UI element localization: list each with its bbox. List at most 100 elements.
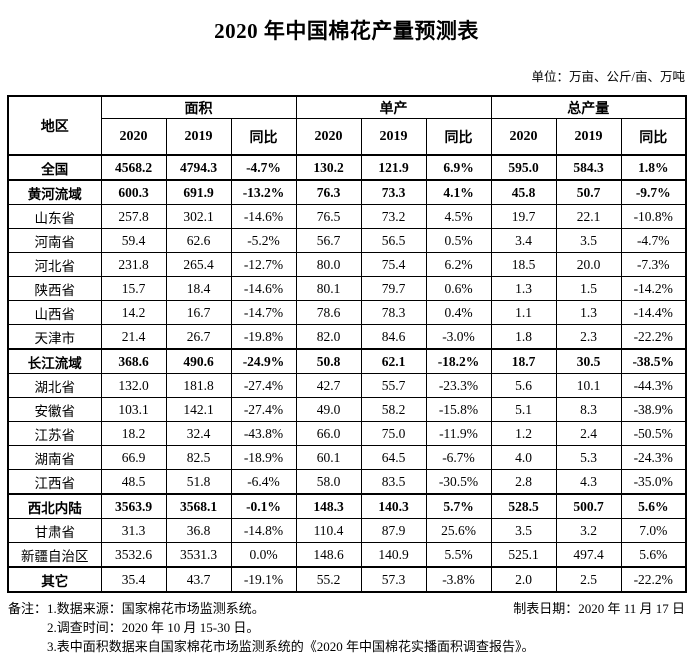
value-cell: 62.1 [360,348,427,374]
region-cell: 湖南省 [7,445,102,470]
value-cell: 79.7 [360,276,427,301]
table-row: 江苏省 18.2 32.4 -43.8% 66.0 75.0 -11.9% 1.2 2.4 -50… [7,421,687,446]
value-cell: 2.0 [490,566,557,593]
header-output-yoy: 同比 [620,118,687,156]
value-cell: 18.5 [490,252,557,277]
value-cell: 5.6 [490,373,557,398]
value-cell: 35.4 [100,566,167,593]
header-output: 总产量 [490,95,687,119]
region-cell: 安徽省 [7,397,102,422]
table-date: 制表日期：2020 年 11 月 17 日 [513,601,685,616]
value-cell: 1.1 [490,300,557,325]
value-cell: 58.2 [360,397,427,422]
value-cell: 8.3 [555,397,622,422]
value-cell: 75.4 [360,252,427,277]
value-cell: 691.9 [165,179,232,205]
value-cell: 130.2 [295,154,362,181]
value-cell: 18.2 [100,421,167,446]
value-cell: 368.6 [100,348,167,374]
value-cell: 3.5 [555,228,622,253]
region-cell: 陕西省 [7,276,102,301]
value-cell: 30.5 [555,348,622,374]
value-cell: 1.5 [555,276,622,301]
table-row: 陕西省 15.7 18.4 -14.6% 80.1 79.7 0.6% 1.3 1.5 -14.2… [7,276,687,301]
value-cell: 1.8% [620,154,687,181]
table-row: 河北省 231.8 265.4 -12.7% 80.0 75.4 6.2% 18.5 20.0-… [7,252,687,277]
value-cell: 82.0 [295,324,362,350]
value-cell: 42.7 [295,373,362,398]
header-output-2020: 2020 [490,118,557,156]
value-cell: 148.3 [295,493,362,519]
value-cell: 73.2 [360,204,427,229]
value-cell: -14.8% [230,518,297,543]
value-cell: -6.7% [425,445,492,470]
value-cell: 58.0 [295,469,362,495]
value-cell: -15.8% [425,397,492,422]
value-cell: 490.6 [165,348,232,374]
value-cell: 80.1 [295,276,362,301]
value-cell: 4.3 [555,469,622,495]
value-cell: 16.7 [165,300,232,325]
value-cell: 265.4 [165,252,232,277]
value-cell: 2.4 [555,421,622,446]
table-row: 河南省 59.4 62.6 -5.2% 56.7 56.5 0.5% 3.4 3.5 -4.7% [7,228,687,253]
region-cell: 甘肃省 [7,518,102,543]
value-cell: 49.0 [295,397,362,422]
value-cell: 5.3 [555,445,622,470]
value-cell: 2.8 [490,469,557,495]
value-cell: -14.4% [620,300,687,325]
header-region: 地区 [7,95,102,156]
value-cell: 18.4 [165,276,232,301]
value-cell: -7.3% [620,252,687,277]
region-cell: 湖北省 [7,373,102,398]
notes-label: 备注： [8,601,48,616]
value-cell: 110.4 [295,518,362,543]
value-cell: 0.4% [425,300,492,325]
header-yield-yoy: 同比 [425,118,492,156]
value-cell: -10.8% [620,204,687,229]
value-cell: -4.7% [620,228,687,253]
note-1: 备注：1.数据来源：国家棉花市场监测系统。 [8,599,265,618]
value-cell: 1.8 [490,324,557,350]
value-cell: 14.2 [100,300,167,325]
value-cell: 55.7 [360,373,427,398]
value-cell: 140.3 [360,493,427,519]
value-cell: -24.3% [620,445,687,470]
value-cell: 4794.3 [165,154,232,181]
value-cell: 7.0% [620,518,687,543]
value-cell: 257.8 [100,204,167,229]
value-cell: -3.0% [425,324,492,350]
header-output-2019: 2019 [555,118,622,156]
table-row: 江西省 48.5 51.8 -6.4% 58.0 83.5 -30.5% 2.8 4.3 -35.… [7,469,687,495]
value-cell: -14.6% [230,276,297,301]
table-row: 西北内陆 3563.9 3568.1 -0.1% 148.3 140.3 5.7% 528.5… [7,493,687,519]
region-cell: 其它 [7,566,102,593]
note-2: 2.调查时间：2020 年 10 月 15-30 日。 [47,620,260,635]
value-cell: 20.0 [555,252,622,277]
value-cell: 525.1 [490,542,557,568]
region-cell: 西北内陆 [7,493,102,519]
value-cell: 60.1 [295,445,362,470]
value-cell: 3.5 [490,518,557,543]
header-yield: 单产 [295,95,492,119]
value-cell: 3531.3 [165,542,232,568]
value-cell: 500.7 [555,493,622,519]
value-cell: 497.4 [555,542,622,568]
value-cell: 78.3 [360,300,427,325]
value-cell: 5.6% [620,493,687,519]
header-area-2019: 2019 [165,118,232,156]
value-cell: -9.7% [620,179,687,205]
table-row: 山东省 257.8 302.1 -14.6% 76.5 73.2 4.5% 19.7 22.1-… [7,204,687,229]
value-cell: 64.5 [360,445,427,470]
value-cell: -14.6% [230,204,297,229]
value-cell: -44.3% [620,373,687,398]
value-cell: 121.9 [360,154,427,181]
value-cell: 4.5% [425,204,492,229]
value-cell: 132.0 [100,373,167,398]
table-row: 甘肃省 31.3 36.8 -14.8% 110.4 87.9 25.6% 3.5 3.2 7.0… [7,518,687,543]
value-cell: -0.1% [230,493,297,519]
value-cell: -3.8% [425,566,492,593]
table-header: 地区 面积 单产 总产量 2020 2019 同比 2020 2019 同比 2… [7,95,687,156]
note-1-text: 1.数据来源：国家棉花市场监测系统。 [47,601,265,616]
value-cell: 0.6% [425,276,492,301]
